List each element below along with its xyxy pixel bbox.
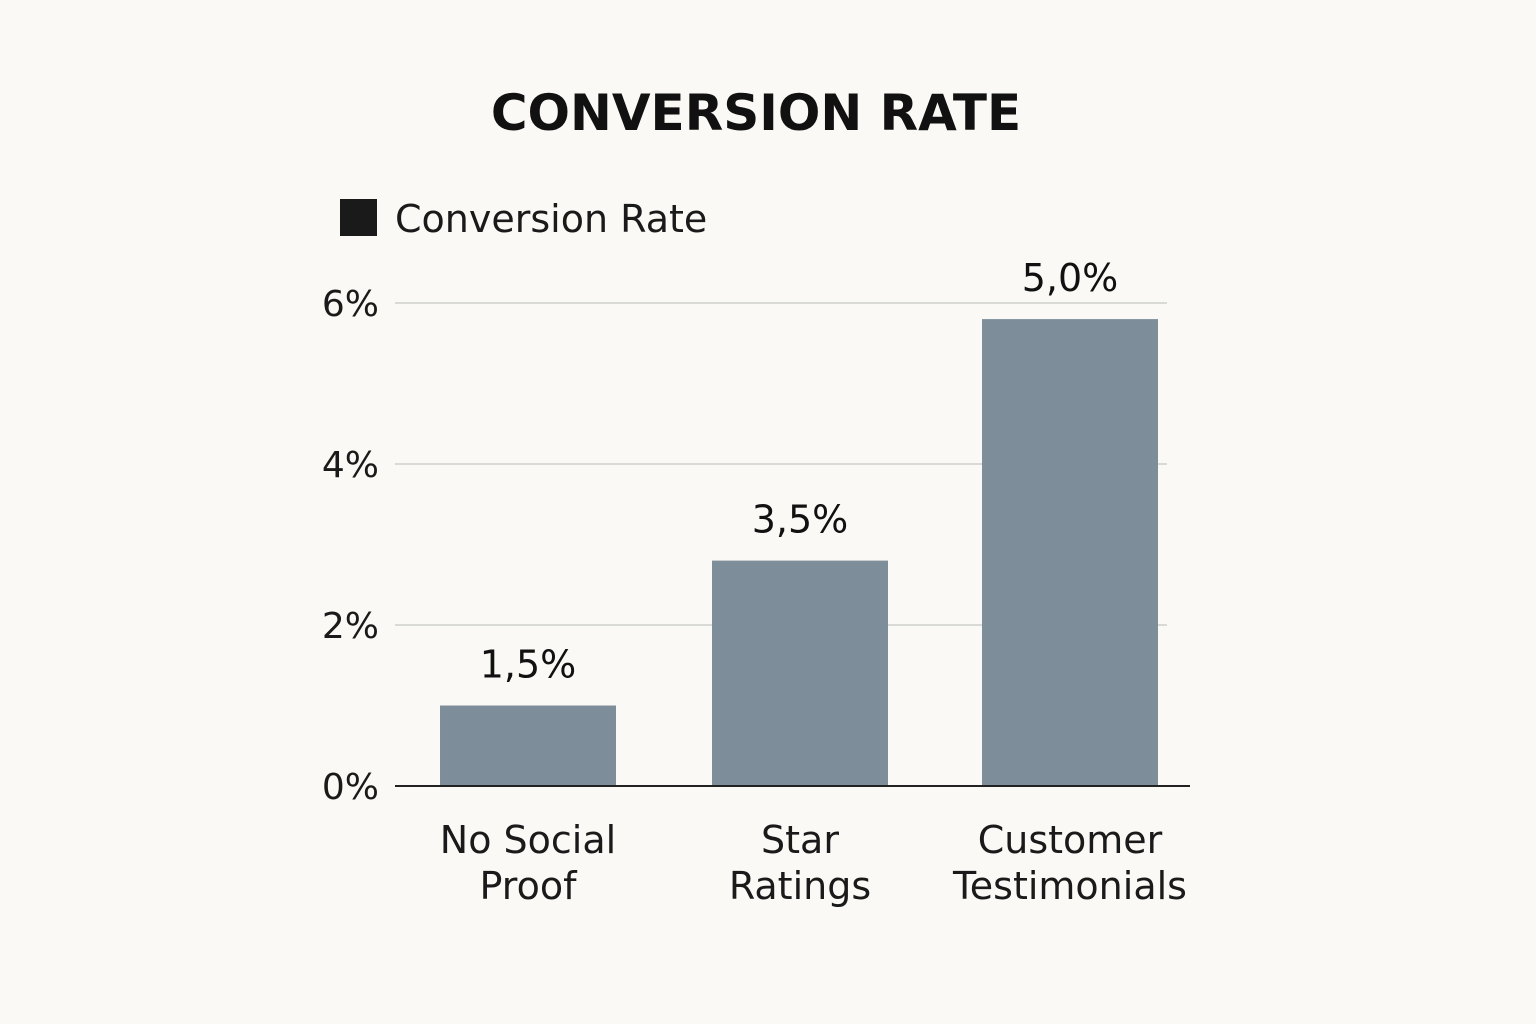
chart-title: CONVERSION RATE [491,84,1021,142]
category-label: Star [761,818,839,862]
data-label: 3,5% [752,498,849,542]
data-label: 1,5% [480,643,577,687]
y-tick-label: 6% [322,284,379,325]
y-tick-label: 4% [322,445,379,486]
category-label: Proof [480,864,579,908]
category-label: Testimonials [952,864,1187,908]
bar [440,705,616,786]
category-label: Ratings [729,864,871,908]
data-labels: 1,5% 3,5% 5,0% [480,256,1119,686]
legend-label: Conversion Rate [395,197,707,241]
legend: Conversion Rate [340,197,707,241]
legend-swatch [340,199,377,236]
data-label: 5,0% [1022,256,1119,300]
y-tick-label: 0% [322,767,379,808]
bars [440,319,1158,786]
category-label: Customer [978,818,1163,862]
bar [982,319,1158,786]
bar [712,560,888,786]
category-label: No Social [440,818,616,862]
y-axis-ticks: 0% 2% 4% 6% [322,284,379,808]
y-tick-label: 2% [322,606,379,647]
